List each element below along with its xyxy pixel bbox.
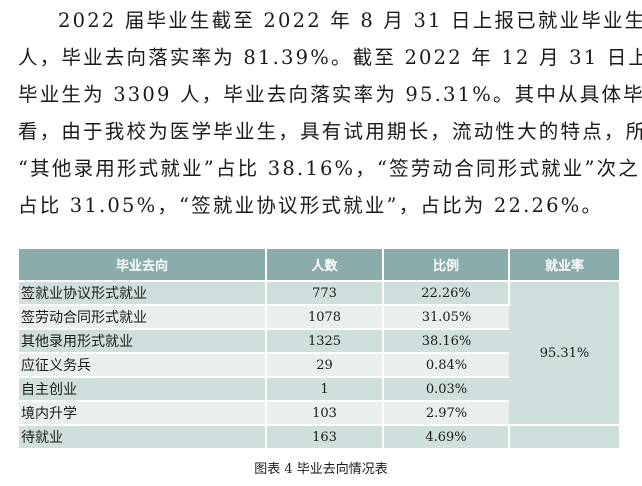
ratio-cell: 2.97% bbox=[383, 401, 509, 426]
paragraph-line: 看，由于我校为医学毕业生，具有试用期长，流动性大的特点，所以 bbox=[18, 120, 642, 143]
ratio-cell: 4.69% bbox=[383, 425, 510, 450]
body-paragraph: 2022 届毕业生截至 2022 年 8 月 31 日上报已就业毕业生为 282… bbox=[18, 2, 642, 224]
header-employment-rate: 就业率 bbox=[509, 249, 619, 282]
count-cell: 1 bbox=[266, 377, 384, 402]
paragraph-line: 占比 31.05%，“签就业协议形式就业”，占比为 22.26%。 bbox=[18, 194, 604, 217]
table-row: 待就业 163 4.69% bbox=[19, 425, 619, 450]
count-cell: 163 bbox=[266, 425, 384, 450]
destination-cell: 签就业协议形式就业 bbox=[19, 281, 267, 306]
count-cell: 103 bbox=[266, 401, 384, 426]
destination-cell: 境内升学 bbox=[19, 401, 267, 426]
table-row: 其他录用形式就业 1325 38.16% bbox=[19, 329, 619, 354]
destination-cell: 签劳动合同形式就业 bbox=[19, 305, 267, 330]
table-row: 应征义务兵 29 0.84% bbox=[19, 353, 619, 378]
count-cell: 29 bbox=[266, 353, 384, 378]
employment-rate-cell: 95.31% bbox=[509, 281, 619, 426]
ratio-cell: 0.03% bbox=[383, 377, 509, 402]
count-cell: 1078 bbox=[266, 305, 384, 330]
ratio-cell: 0.84% bbox=[383, 353, 509, 378]
paragraph-line: 人，毕业去向落实率为 81.39%。截至 2022 年 12 月 31 日上报已… bbox=[18, 46, 642, 69]
paragraph-line: 2022 届毕业生截至 2022 年 8 月 31 日上报已就业毕业生为 282… bbox=[58, 9, 642, 32]
header-destination: 毕业去向 bbox=[19, 249, 267, 282]
empty-rate-cell bbox=[509, 425, 619, 450]
destination-cell: 其他录用形式就业 bbox=[19, 329, 267, 354]
header-count: 人数 bbox=[266, 249, 384, 282]
count-cell: 1325 bbox=[266, 329, 384, 354]
table-row: 境内升学 103 2.97% bbox=[19, 401, 619, 426]
header-ratio: 比例 bbox=[383, 249, 510, 282]
paragraph-line: 毕业生为 3309 人，毕业去向落实率为 95.31%。其中从具体毕业去向来 bbox=[18, 83, 642, 106]
table-row: 签就业协议形式就业 773 22.26% 95.31% bbox=[19, 281, 619, 426]
destination-cell: 待就业 bbox=[19, 425, 267, 450]
destination-cell: 应征义务兵 bbox=[19, 353, 267, 378]
destination-cell: 自主创业 bbox=[19, 377, 267, 402]
table-caption: 图表 4 毕业去向情况表 bbox=[254, 462, 388, 477]
count-cell: 773 bbox=[266, 281, 384, 306]
graduate-destination-table: 毕业去向 人数 比例 就业率 签就业协议形式就业 773 22.26% 95.3… bbox=[19, 249, 619, 450]
paragraph-line: “其他录用形式就业”占比 38.16%，“签劳动合同形式就业”次之， bbox=[18, 157, 642, 180]
ratio-cell: 22.26% bbox=[383, 281, 510, 306]
table-row: 签劳动合同形式就业 1078 31.05% bbox=[19, 305, 619, 330]
table-header-row: 毕业去向 人数 比例 就业率 bbox=[19, 249, 619, 282]
table-row: 自主创业 1 0.03% bbox=[19, 377, 619, 402]
ratio-cell: 31.05% bbox=[383, 305, 509, 330]
ratio-cell: 38.16% bbox=[383, 329, 509, 354]
